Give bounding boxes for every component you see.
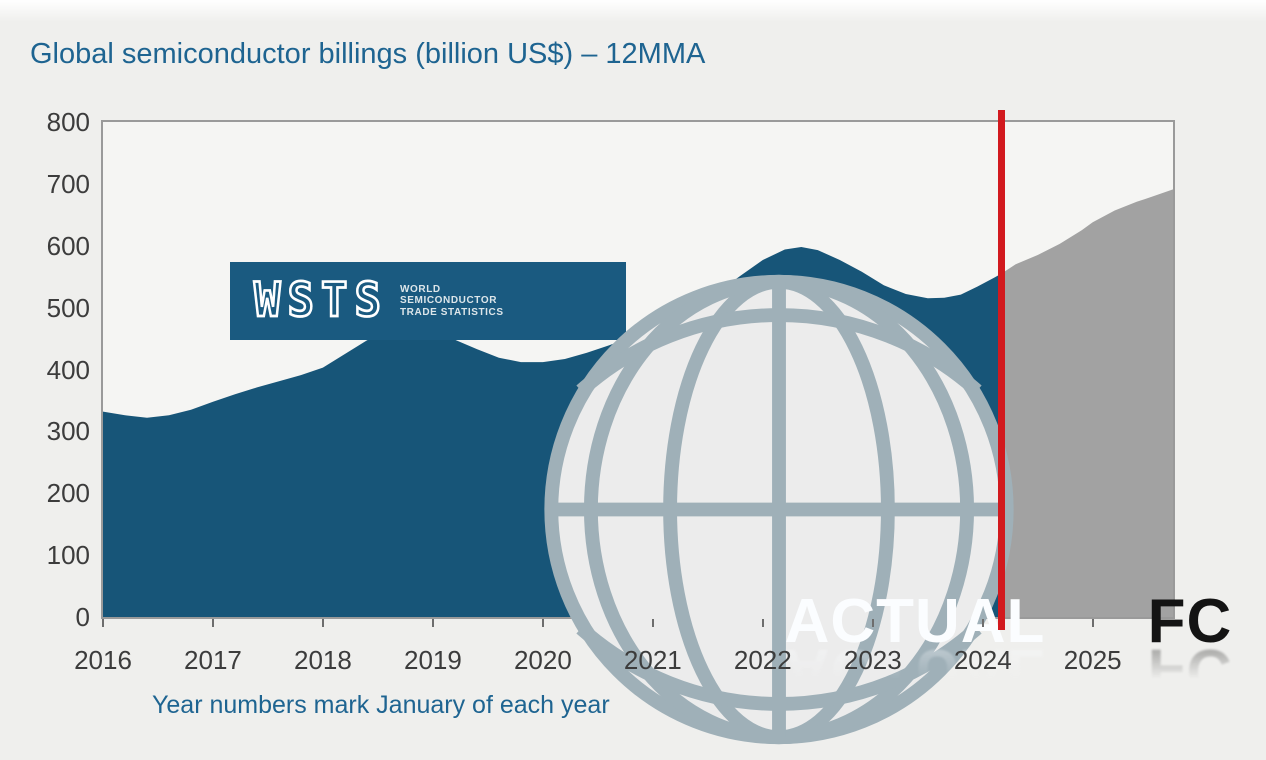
x-axis-tick xyxy=(871,619,874,627)
x-axis-label: 2017 xyxy=(184,645,242,675)
wsts-logo-subtitle: WORLD SEMICONDUCTOR TRADE STATISTICS xyxy=(399,283,504,318)
x-axis-tick xyxy=(651,619,654,627)
x-axis-tick xyxy=(541,619,544,627)
y-axis-label: 0 xyxy=(75,602,90,632)
x-axis-label: 2019 xyxy=(403,645,462,675)
x-axis-tick xyxy=(211,619,214,627)
x-axis-tick xyxy=(1091,619,1094,627)
x-axis-label: 2021 xyxy=(623,645,682,675)
plot-area: WSTS WORLD SEMICONDUCTOR TRADE STATISTIC… xyxy=(101,120,1232,745)
wsts-logo-text: WSTS xyxy=(253,272,388,328)
x-axis-label: 2025 xyxy=(1063,645,1122,675)
y-axis-label: 600 xyxy=(46,230,90,261)
x-axis-label: 2018 xyxy=(294,645,352,675)
wsts-logo: WSTS WORLD SEMICONDUCTOR TRADE STATISTIC… xyxy=(230,262,1014,745)
x-axis-tick xyxy=(431,619,434,627)
forecast-label: FC FC xyxy=(1131,591,1249,706)
y-axis-label: 200 xyxy=(46,478,90,509)
x-axis-label: 2024 xyxy=(953,645,1012,675)
forecast-area-series xyxy=(1001,189,1173,617)
y-axis-label: 400 xyxy=(46,354,90,385)
x-axis-tick xyxy=(102,619,104,627)
background-gradient xyxy=(0,0,1266,22)
chart-title: Global semiconductor billings (billion U… xyxy=(30,38,706,70)
globe-icon xyxy=(544,274,1014,745)
x-axis-label: 2022 xyxy=(733,645,792,675)
y-axis-label: 800 xyxy=(46,107,90,137)
forecast-divider-line xyxy=(997,110,1005,630)
x-axis-label: 2016 xyxy=(74,645,132,675)
x-axis-tick xyxy=(981,619,984,627)
x-axis-label: 2023 xyxy=(843,645,902,675)
y-axis-label: 100 xyxy=(46,540,90,571)
x-axis-tick xyxy=(761,619,764,627)
x-axis-tick xyxy=(321,619,324,627)
y-axis-label: 300 xyxy=(46,416,90,447)
forecast-label-reflection: FC xyxy=(1147,636,1233,705)
axis-note: Year numbers mark January of each year xyxy=(152,691,610,719)
y-axis-label: 700 xyxy=(46,168,90,199)
x-axis-label: 2020 xyxy=(513,645,572,675)
y-axis-label: 500 xyxy=(46,292,90,323)
